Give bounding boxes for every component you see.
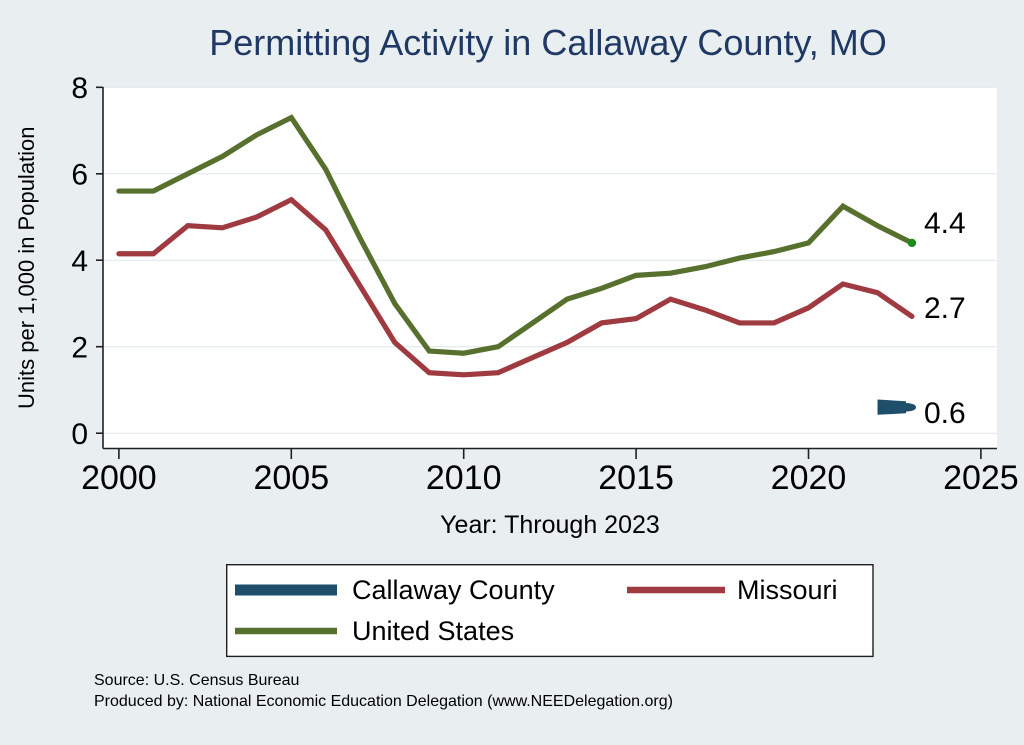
svg-text:United States: United States [352,616,514,646]
svg-text:2010: 2010 [426,459,502,497]
svg-text:8: 8 [71,72,88,105]
svg-text:Callaway County: Callaway County [352,575,555,605]
svg-text:2020: 2020 [771,459,847,497]
svg-text:4.4: 4.4 [924,207,966,240]
svg-text:4: 4 [71,245,88,278]
svg-text:2005: 2005 [253,459,329,497]
svg-text:Missouri: Missouri [737,575,838,605]
svg-text:2025: 2025 [943,459,1019,497]
svg-text:0.6: 0.6 [924,397,966,430]
svg-text:0: 0 [71,418,88,451]
svg-text:2: 2 [71,332,88,365]
svg-text:6: 6 [71,159,88,192]
svg-text:2015: 2015 [598,459,674,497]
svg-text:2000: 2000 [81,459,157,497]
svg-text:2.7: 2.7 [924,292,966,325]
